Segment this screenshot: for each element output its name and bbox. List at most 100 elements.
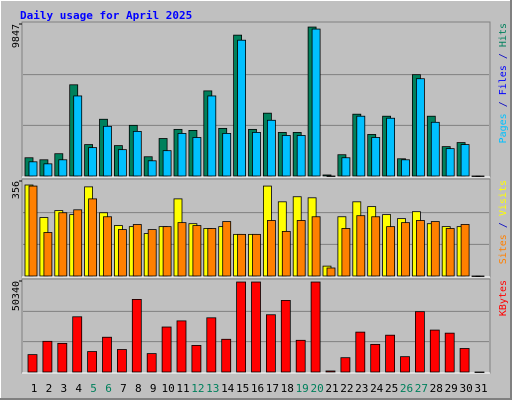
bar: [72, 316, 83, 373]
bar: [118, 149, 127, 177]
axis-label: KBytes: [498, 280, 509, 316]
bar: [429, 329, 440, 373]
x-tick-label: 30: [459, 382, 472, 395]
bar: [356, 215, 366, 277]
chart-title: Daily usage for April 2025: [20, 9, 192, 22]
bar: [236, 281, 247, 373]
x-tick-label: 27: [415, 382, 428, 395]
x-tick-label: 13: [206, 382, 219, 395]
bar: [371, 137, 381, 177]
bar: [311, 216, 321, 277]
x-tick-label: 4: [75, 382, 82, 395]
x-tick-label: 24: [370, 382, 384, 395]
bar: [430, 121, 440, 177]
bar: [460, 224, 470, 277]
bar: [460, 144, 470, 177]
bar: [147, 229, 157, 277]
bar: [296, 135, 306, 177]
bar: [251, 281, 261, 373]
bar: [43, 232, 53, 277]
bar: [252, 233, 261, 277]
axis-label-part: Visits: [498, 180, 509, 216]
x-tick-label: 1: [31, 382, 38, 395]
bar: [340, 357, 351, 373]
bar: [252, 132, 261, 177]
bar: [161, 326, 172, 373]
bar: [117, 349, 127, 373]
x-tick-label: 12: [191, 382, 204, 395]
y-tick-label: 50340: [11, 281, 22, 311]
bar: [103, 125, 112, 177]
bar: [222, 221, 232, 277]
bar: [43, 163, 53, 177]
bar: [132, 131, 142, 177]
bar: [191, 345, 202, 373]
bar: [162, 226, 172, 277]
bar: [326, 175, 336, 177]
x-tick-label: 16: [251, 382, 264, 395]
x-tick-label: 23: [355, 382, 368, 395]
axis-label-part: /: [498, 216, 509, 234]
axis-label: Sites / Visits: [498, 180, 509, 264]
bar: [325, 370, 336, 373]
bar: [370, 343, 381, 373]
x-tick-label: 15: [236, 382, 249, 395]
bar: [280, 300, 291, 373]
x-tick-label: 22: [340, 382, 353, 395]
x-tick-label: 18: [281, 382, 294, 395]
bar: [444, 332, 455, 373]
bar: [281, 135, 291, 177]
bar: [414, 311, 425, 373]
bar: [386, 117, 396, 177]
bar: [296, 220, 306, 277]
y-tick-label: 9847: [11, 24, 22, 48]
x-tick-label: 8: [135, 382, 142, 395]
axis-label-part: Pages: [498, 113, 509, 143]
axis-label-part: /: [498, 47, 509, 65]
bar: [57, 342, 68, 373]
bar: [266, 220, 276, 277]
bar: [237, 233, 247, 277]
x-tick-label: 25: [385, 382, 398, 395]
bar: [132, 224, 142, 277]
bar: [401, 159, 410, 177]
bar: [311, 28, 321, 177]
bar: [445, 148, 455, 177]
bar: [401, 222, 410, 277]
x-tick-label: 17: [266, 382, 279, 395]
x-tick-label: 28: [430, 382, 443, 395]
bar: [459, 348, 470, 373]
bar: [356, 115, 366, 177]
bar: [326, 267, 336, 277]
bar: [430, 221, 440, 277]
bar: [192, 137, 202, 177]
bar: [222, 133, 232, 177]
x-tick-label: 5: [90, 382, 97, 395]
bar: [385, 334, 396, 373]
axis-label-part: KBytes: [498, 280, 509, 316]
bar: [131, 299, 142, 373]
bar: [103, 216, 112, 277]
y-tick-label: 356: [11, 181, 22, 199]
x-tick-label: 29: [445, 382, 458, 395]
bar: [177, 222, 187, 277]
bar: [265, 314, 276, 373]
bar: [415, 220, 425, 277]
bar: [341, 228, 351, 277]
bar: [341, 157, 351, 177]
bar: [58, 159, 68, 177]
x-tick-label: 26: [400, 382, 413, 395]
bar: [415, 78, 425, 177]
bar: [88, 198, 97, 277]
x-tick-label: 20: [310, 382, 323, 395]
x-tick-label: 31: [474, 382, 487, 395]
bar: [237, 39, 247, 177]
bar: [475, 275, 485, 277]
bar: [176, 320, 187, 373]
bar: [147, 160, 157, 177]
bar: [206, 317, 217, 373]
axis-label-part: Hits: [498, 23, 509, 47]
bar: [475, 175, 485, 177]
bar: [42, 340, 53, 373]
